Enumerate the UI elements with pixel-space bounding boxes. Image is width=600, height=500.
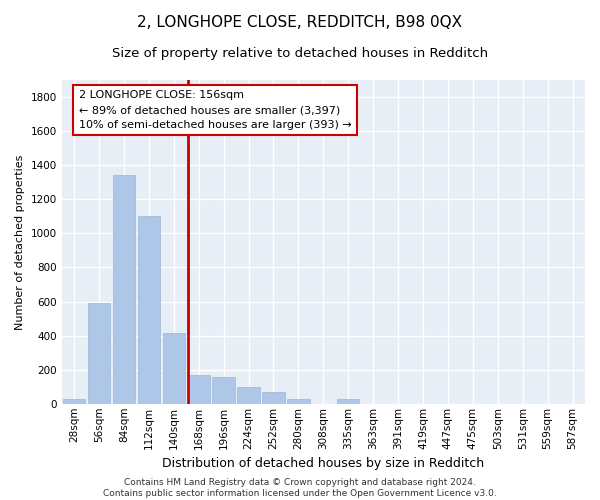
Text: 2, LONGHOPE CLOSE, REDDITCH, B98 0QX: 2, LONGHOPE CLOSE, REDDITCH, B98 0QX (137, 15, 463, 30)
Bar (337, 398, 359, 404)
Bar (188, 375, 210, 404)
Text: Contains HM Land Registry data © Crown copyright and database right 2024.
Contai: Contains HM Land Registry data © Crown c… (103, 478, 497, 498)
Bar (88, 303, 110, 404)
Bar (262, 392, 285, 404)
Bar (212, 378, 235, 404)
Bar (137, 216, 160, 404)
Bar (63, 398, 85, 404)
Text: 2 LONGHOPE CLOSE: 156sqm
← 89% of detached houses are smaller (3,397)
10% of sem: 2 LONGHOPE CLOSE: 156sqm ← 89% of detach… (79, 90, 352, 130)
Bar (163, 333, 185, 404)
Bar (238, 386, 260, 404)
Y-axis label: Number of detached properties: Number of detached properties (15, 154, 25, 330)
X-axis label: Distribution of detached houses by size in Redditch: Distribution of detached houses by size … (162, 457, 484, 470)
Bar (287, 398, 310, 404)
Text: Size of property relative to detached houses in Redditch: Size of property relative to detached ho… (112, 48, 488, 60)
Bar (113, 176, 135, 404)
